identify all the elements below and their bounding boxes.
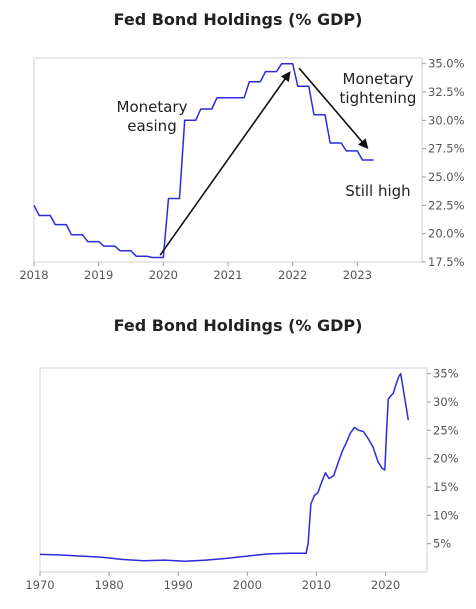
y-tick-label: 25.0% (428, 170, 465, 184)
x-tick-label: 2020 (149, 268, 178, 282)
chart-bottom: Fed Bond Holdings (% GDP) 1970 1980 1990 20… (0, 300, 476, 609)
y-tick-label: 20% (433, 452, 459, 466)
y-tick-label: 30.0% (428, 113, 465, 127)
y-tick-label: 32.5% (428, 85, 465, 99)
annotation-text: tightening (340, 89, 417, 107)
y-tick-label: 27.5% (428, 142, 465, 156)
chart-plot-bottom: 1970 1980 1990 2000 2010 2020 5% 10% 15% 20% 25% 30… (25, 367, 459, 592)
y-tick-label: 10% (433, 508, 459, 522)
series-line (33, 62, 374, 259)
annotation-text: Monetary (343, 70, 414, 88)
series-line (39, 372, 410, 562)
x-tick-label: 2019 (84, 268, 113, 282)
y-tick-label: 35.0% (428, 57, 465, 71)
annotation-text: Monetary (117, 98, 188, 116)
y-tick-label: 15% (433, 480, 459, 494)
x-tick-label: 2010 (302, 578, 331, 592)
y-tick-label: 25% (433, 423, 459, 437)
x-tick-label: 1980 (94, 578, 123, 592)
y-tick-label: 5% (433, 537, 451, 551)
x-tick-label: 2021 (213, 268, 242, 282)
annotation-arrow (159, 71, 291, 256)
x-tick-label: 1990 (164, 578, 193, 592)
x-tick-label: 1970 (25, 578, 54, 592)
x-tick-label: 2023 (343, 268, 372, 282)
x-tick-label: 2022 (278, 268, 307, 282)
x-tick-label: 2018 (19, 268, 48, 282)
chart-top: Fed Bond Holdings (% GDP) 2018 2019 2020 20… (0, 0, 476, 300)
plot-frame (39, 367, 428, 573)
y-tick-label: 20.0% (428, 227, 465, 241)
y-tick-label: 22.5% (428, 198, 465, 212)
y-tick-label: 17.5% (428, 255, 465, 269)
y-tick-label: 30% (433, 395, 459, 409)
annotation-text: Still high (345, 182, 410, 200)
annotation-text: easing (127, 117, 176, 135)
x-tick-label: 2020 (371, 578, 400, 592)
chart-plot-top: 2018 2019 2020 2021 2022 2023 17.5% 20.0% 22.5% 2… (19, 57, 465, 282)
x-tick-label: 2000 (233, 578, 262, 592)
annotation-arrow (298, 67, 369, 150)
y-tick-label: 35% (433, 367, 459, 381)
chart-title-bottom: Fed Bond Holdings (% GDP) (113, 316, 363, 335)
chart-title-top: Fed Bond Holdings (% GDP) (113, 10, 363, 29)
